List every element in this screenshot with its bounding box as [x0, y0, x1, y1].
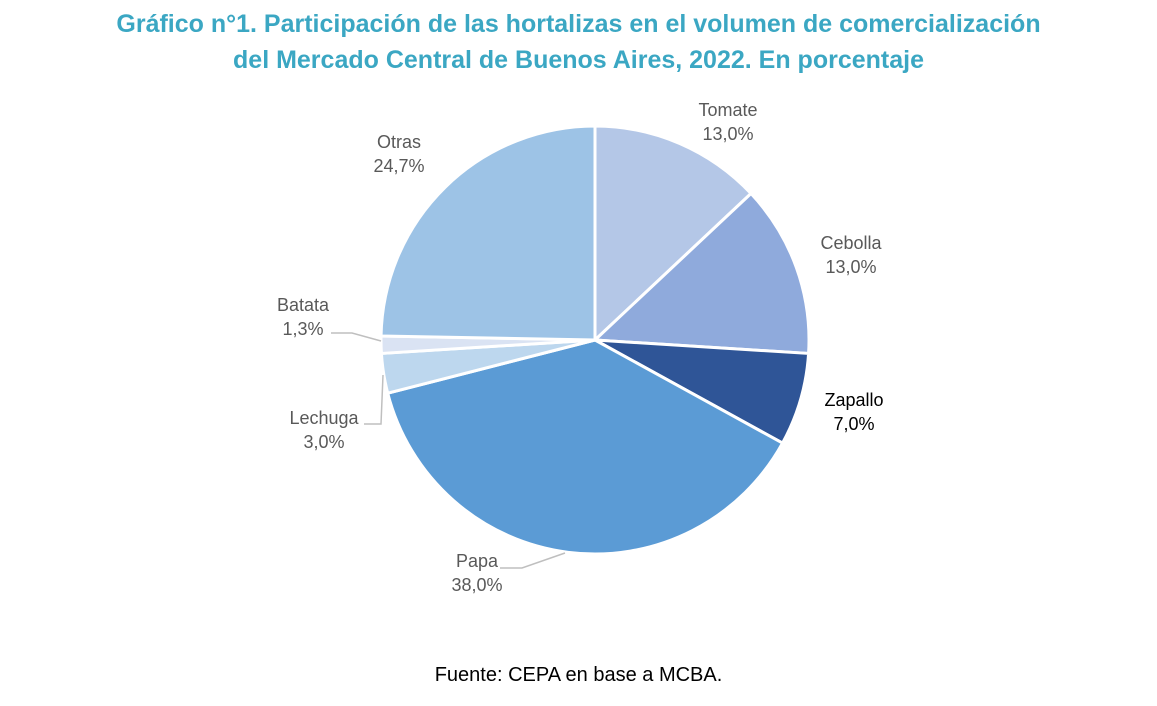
slice-label-zapallo: Zapallo 7,0% [824, 390, 883, 434]
slice-label-batata: Batata 1,3% [277, 295, 330, 339]
pie-slice-tomate [593, 124, 753, 342]
slice-value-batata: 1,3% [282, 319, 323, 339]
chart-title-line-1: Gráfico n°1. Participación de las hortal… [116, 10, 1041, 38]
slice-name-tomate: Tomate [698, 100, 757, 120]
slice-name-papa: Papa [456, 551, 499, 571]
slice-label-papa: Papa 38,0% [451, 551, 502, 595]
slice-name-otras: Otras [377, 132, 421, 152]
pie-slice-papa [386, 338, 785, 556]
slice-value-papa: 38,0% [451, 575, 502, 595]
slice-label-lechuga: Lechuga 3,0% [289, 408, 359, 452]
slice-value-zapallo: 7,0% [833, 414, 874, 434]
chart-title: Gráfico n°1. Participación de las hortal… [0, 6, 1157, 78]
leader-line-batata [331, 332, 382, 342]
pie-slice-otras [379, 124, 597, 342]
slice-name-batata: Batata [277, 295, 330, 315]
pie-slice-cebolla [593, 192, 811, 355]
leader-line-lechuga [364, 374, 384, 425]
slice-value-cebolla: 13,0% [825, 257, 876, 277]
slice-label-otras: Otras 24,7% [373, 132, 424, 176]
slice-value-lechuga: 3,0% [303, 432, 344, 452]
slice-name-cebolla: Cebolla [820, 233, 882, 253]
slice-name-lechuga: Lechuga [289, 408, 359, 428]
source-note: Fuente: CEPA en base a MCBA. [434, 664, 723, 686]
slice-name-zapallo: Zapallo [824, 390, 883, 410]
slice-value-otras: 24,7% [373, 156, 424, 176]
chart-title-line-2: del Mercado Central de Buenos Aires, 202… [233, 46, 924, 74]
leader-line-papa [500, 552, 566, 569]
slice-label-cebolla: Cebolla 13,0% [820, 233, 882, 277]
slice-value-tomate: 13,0% [702, 124, 753, 144]
slice-label-tomate: Tomate 13,0% [698, 100, 757, 144]
